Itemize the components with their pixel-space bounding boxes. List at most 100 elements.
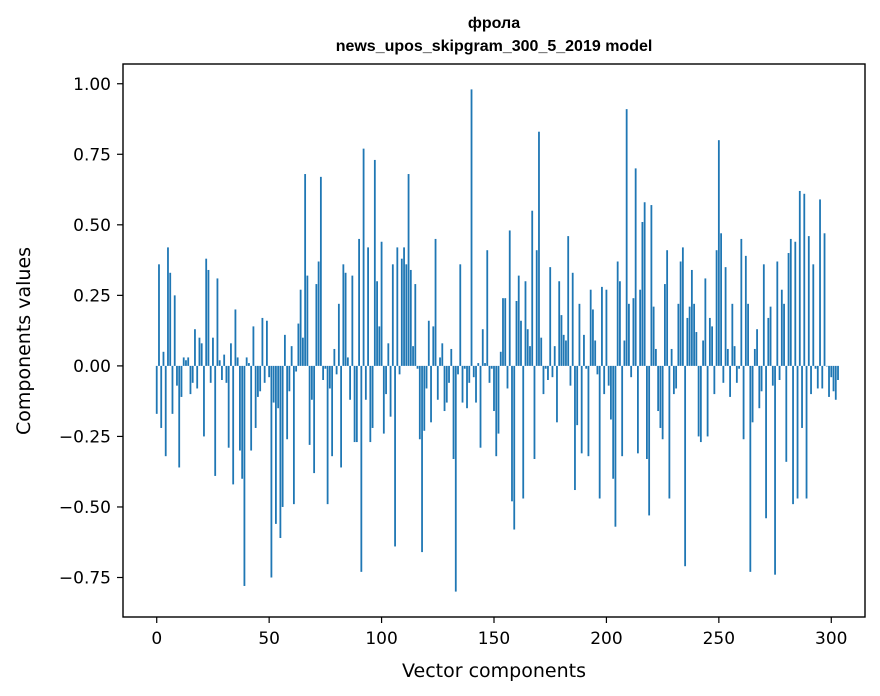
bar [310, 365, 313, 400]
bar [344, 272, 347, 366]
bar [702, 340, 705, 366]
bar [621, 365, 624, 457]
y-tick-label: 0.25 [73, 286, 111, 306]
bar [340, 365, 342, 468]
bar [490, 365, 493, 369]
bar [825, 365, 828, 367]
y-tick-label: 0.00 [73, 357, 111, 377]
bar [816, 365, 819, 389]
bar [475, 365, 477, 403]
bar [681, 247, 684, 366]
bar [223, 354, 226, 366]
bar [659, 365, 662, 428]
bar [812, 264, 815, 366]
bar [227, 365, 230, 448]
bar [436, 365, 439, 400]
bar [324, 365, 327, 369]
bar [594, 340, 597, 366]
bar [531, 210, 534, 366]
bar [479, 365, 482, 448]
bar [675, 365, 678, 389]
bar [382, 365, 385, 434]
bar [711, 326, 713, 366]
bar [663, 284, 666, 366]
bar [275, 365, 277, 524]
bar [326, 365, 329, 505]
bar [603, 365, 606, 395]
bar [155, 365, 158, 414]
x-tick-label: 50 [258, 629, 280, 649]
bar [203, 365, 205, 437]
bar [173, 295, 176, 366]
bar [634, 168, 637, 366]
bar [789, 238, 792, 366]
bar [337, 303, 340, 366]
bar [389, 365, 392, 417]
bar [733, 346, 736, 366]
bar [198, 337, 201, 366]
bar [331, 365, 334, 457]
bar [504, 298, 507, 366]
bar [569, 365, 572, 386]
bar [544, 365, 547, 369]
bar [560, 315, 563, 366]
bar [459, 264, 462, 366]
bar [353, 365, 356, 443]
bar [646, 365, 648, 459]
bar [690, 269, 693, 366]
bar [497, 365, 500, 434]
bar [706, 365, 709, 437]
bar [738, 365, 740, 369]
bar [445, 365, 448, 403]
y-tick-label: 0.75 [73, 145, 111, 165]
bar [695, 332, 698, 366]
bar [477, 363, 480, 366]
bar [481, 329, 484, 366]
bar [371, 365, 374, 428]
x-tick-label: 0 [151, 629, 162, 649]
bar [769, 306, 772, 366]
bar [454, 365, 457, 592]
bar [517, 275, 520, 366]
bar [762, 264, 765, 366]
bar [200, 343, 203, 366]
bar [380, 241, 383, 366]
bar [171, 365, 174, 414]
bar [758, 365, 761, 409]
bar [439, 357, 441, 366]
x-axis-label: Vector components [402, 660, 586, 682]
bar [180, 365, 183, 397]
bar [596, 365, 599, 375]
bar [778, 365, 781, 380]
bar [463, 365, 466, 369]
x-tick-label: 100 [365, 629, 397, 649]
bar [414, 284, 417, 366]
bar [771, 365, 774, 386]
bar [466, 365, 468, 409]
bar [398, 365, 401, 375]
bar [248, 363, 250, 366]
bar [351, 275, 354, 366]
bar [495, 365, 498, 457]
bar [189, 365, 192, 395]
bar [740, 238, 743, 366]
bar [837, 365, 839, 380]
bar [328, 365, 331, 389]
bar [245, 357, 248, 366]
bar [319, 176, 322, 366]
bar [167, 247, 169, 366]
bar [279, 365, 282, 538]
bar [346, 357, 349, 366]
bar [234, 309, 237, 366]
bar [409, 269, 412, 366]
bar [767, 317, 770, 366]
bar [488, 365, 491, 383]
bar [360, 365, 363, 572]
bar [322, 365, 325, 380]
bar [605, 289, 608, 366]
bar [553, 346, 556, 366]
bar [785, 365, 788, 462]
bar [801, 365, 803, 428]
x-tick-label: 150 [478, 629, 510, 649]
bar [394, 365, 396, 547]
